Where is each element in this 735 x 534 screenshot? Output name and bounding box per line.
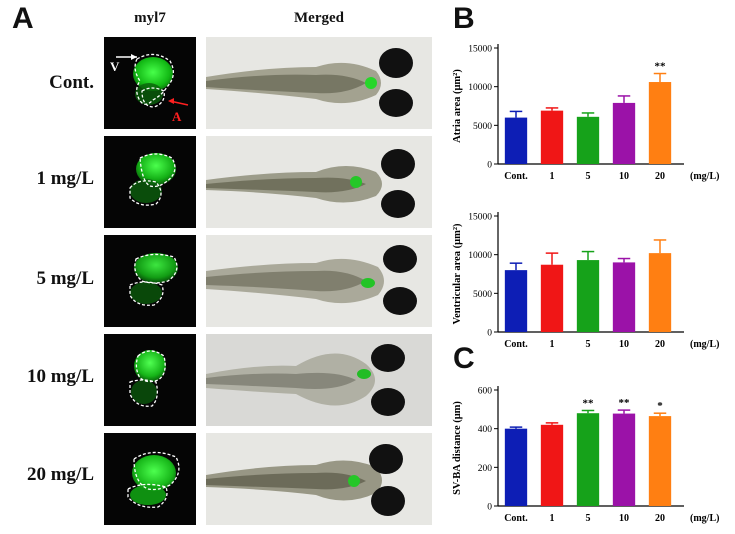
panel-letter-a: A xyxy=(12,2,34,35)
row-label-1mg: 1 mg/L xyxy=(36,168,94,189)
x-unit-label: (mg/L) xyxy=(690,513,719,524)
merged-image-10mg xyxy=(206,334,432,426)
ventricle-label: V xyxy=(110,59,120,74)
bar-10 xyxy=(612,102,636,164)
y-tick-label: 0 xyxy=(487,503,492,513)
x-tick-label-cont: Cont. xyxy=(504,513,528,524)
atrium-label: A xyxy=(172,109,182,124)
y-tick-label: 10000 xyxy=(468,251,492,261)
row-label-control: Cont. xyxy=(49,72,94,93)
x-tick-label-5: 5 xyxy=(586,339,591,350)
heart-fluorescence-10mg xyxy=(129,350,166,407)
significance-mark-20: * xyxy=(657,400,663,412)
bar-10 xyxy=(612,413,636,506)
y-tick-label: 5000 xyxy=(473,290,492,300)
x-tick-label-1: 1 xyxy=(550,339,555,350)
merged-image-1mg xyxy=(206,136,432,228)
x-tick-label-cont: Cont. xyxy=(504,171,528,182)
column-header-merged: Merged xyxy=(294,10,344,26)
bar-1 xyxy=(540,424,564,506)
row-label-5mg: 5 mg/L xyxy=(36,268,94,289)
merged-image-control xyxy=(206,37,432,129)
y-tick-label: 0 xyxy=(487,161,492,171)
x-tick-label-5: 5 xyxy=(586,171,591,182)
heart-fluorescence-20mg xyxy=(127,451,180,508)
y-axis-label: Atria area (μm²) xyxy=(452,69,463,143)
y-tick-label: 0 xyxy=(487,329,492,339)
row-label-10mg: 10 mg/L xyxy=(26,366,94,387)
bar-5 xyxy=(576,413,600,506)
larva-5mg xyxy=(206,245,417,315)
x-tick-label-1: 1 xyxy=(550,171,555,182)
heart-fluorescence-5mg xyxy=(129,253,178,306)
y-tick-label: 15000 xyxy=(468,213,492,223)
significance-mark-20: ** xyxy=(655,61,667,73)
bar-1 xyxy=(540,264,564,332)
y-tick-label: 600 xyxy=(478,387,493,397)
y-tick-label: 5000 xyxy=(473,122,492,132)
x-tick-label-10: 10 xyxy=(619,339,629,350)
ventricular-area-chart: 0 5000 10000 15000 Ventricular area (μm²) Con… xyxy=(452,212,719,350)
larva-control xyxy=(206,48,413,117)
y-tick-label: 200 xyxy=(478,464,493,474)
bar-cont xyxy=(504,117,528,164)
heart-fluorescence-control xyxy=(116,53,189,108)
fluorescence-image-control: V A xyxy=(104,37,196,129)
bar-20 xyxy=(648,253,672,332)
bar-5 xyxy=(576,116,600,164)
y-axis-label: SV-BA distance (μm) xyxy=(452,401,463,495)
column-header-myl7: myl7 xyxy=(134,10,166,26)
fluorescence-image-1mg xyxy=(104,136,196,228)
bar-cont xyxy=(504,428,528,506)
significance-mark-10: ** xyxy=(619,397,631,409)
heart-fluorescence-1mg xyxy=(129,153,176,206)
bar-10 xyxy=(612,262,636,332)
fluorescence-image-20mg xyxy=(104,433,196,525)
x-tick-label-1: 1 xyxy=(550,513,555,524)
x-tick-label-20: 20 xyxy=(655,339,665,350)
x-unit-label: (mg/L) xyxy=(690,171,719,182)
significance-mark-5: ** xyxy=(583,397,595,409)
bar-20 xyxy=(648,416,672,506)
bar-5 xyxy=(576,260,600,332)
larva-1mg xyxy=(206,149,415,218)
x-tick-label-20: 20 xyxy=(655,513,665,524)
atria-area-chart: 0 5000 10000 15000 Atria area (μm²) Cont. 1 5 10… xyxy=(452,44,719,182)
x-tick-label-cont: Cont. xyxy=(504,339,528,350)
y-axis-label: Ventricular area (μm²) xyxy=(452,223,463,325)
panel-letter-b: B xyxy=(453,2,475,35)
sv-ba-distance-chart: 0 200 400 600 SV-BA distance (μm) Cont. 1 5 ** 10… xyxy=(452,386,719,524)
fluorescence-image-5mg xyxy=(104,235,196,327)
merged-image-20mg xyxy=(206,433,432,525)
x-unit-label: (mg/L) xyxy=(690,339,719,350)
x-tick-label-10: 10 xyxy=(619,171,629,182)
row-label-20mg: 20 mg/L xyxy=(26,464,94,485)
bar-1 xyxy=(540,110,564,164)
larva-10mg xyxy=(206,334,432,426)
panel-letter-c: C xyxy=(453,342,475,375)
fluorescence-image-10mg xyxy=(104,334,196,426)
merged-image-5mg xyxy=(206,235,432,327)
larva-20mg xyxy=(206,444,405,516)
y-tick-label: 400 xyxy=(478,425,493,435)
bar-cont xyxy=(504,270,528,332)
x-tick-label-5: 5 xyxy=(586,513,591,524)
y-tick-label: 10000 xyxy=(468,83,492,93)
bar-20 xyxy=(648,82,672,164)
x-tick-label-20: 20 xyxy=(655,171,665,182)
x-tick-label-10: 10 xyxy=(619,513,629,524)
y-tick-label: 15000 xyxy=(468,45,492,55)
